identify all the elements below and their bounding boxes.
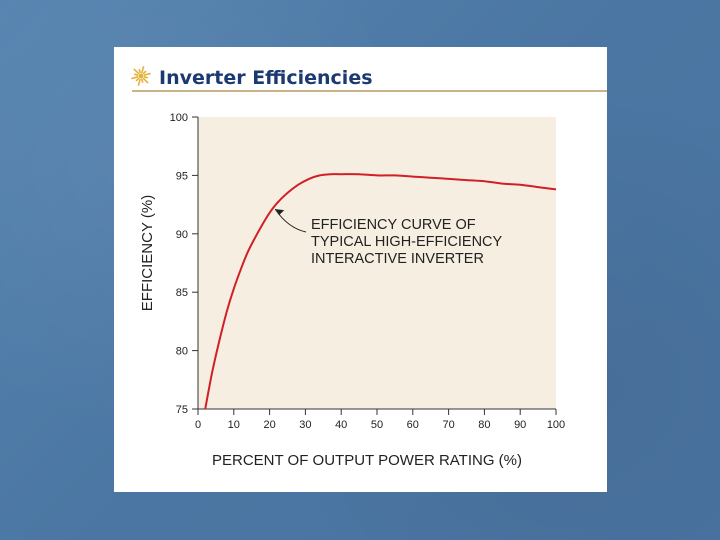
efficiency-chart: Inverter Efficiencies 75 80 85 90 95 100 0 10 20…: [131, 66, 607, 469]
sunburst-ray: [141, 78, 144, 83]
sunburst-ray: [133, 68, 140, 75]
annotation-pointer: [274, 208, 307, 233]
sunburst-ray: [135, 77, 140, 82]
x-tick-label: 0: [195, 419, 201, 431]
sunburst-ray: [142, 70, 147, 75]
sunburst-icon: [131, 66, 151, 86]
annotation-line-1: EFFICIENCY CURVE OF: [311, 217, 476, 233]
sunburst-ray: [131, 76, 139, 80]
sunburst-ray: [134, 73, 139, 76]
chart-title: Inverter Efficiencies: [159, 67, 373, 89]
x-tick-label: 10: [228, 419, 240, 431]
sunburst-ray: [141, 66, 145, 74]
plot-background: [198, 117, 556, 409]
y-tick-label: 85: [176, 287, 188, 299]
x-tick-label: 50: [371, 419, 383, 431]
sunburst-ray: [143, 76, 148, 79]
sunburst-ray: [138, 69, 141, 74]
y-tick-label: 80: [176, 346, 188, 358]
sunburst-center: [138, 73, 144, 79]
x-tick-label: 80: [478, 419, 490, 431]
x-tick-label: 40: [335, 419, 347, 431]
x-tick-label: 70: [442, 419, 454, 431]
y-tick-label: 75: [176, 404, 188, 416]
efficiency-curve: [204, 173, 557, 410]
sunburst-ray: [142, 77, 149, 84]
y-tick-label: 100: [170, 112, 188, 124]
annotation-line-3: INTERACTIVE INVERTER: [311, 251, 484, 267]
x-tick-label: 90: [514, 419, 526, 431]
y-tick-label: 90: [176, 229, 188, 241]
annotation-line-2: TYPICAL HIGH-EFFICIENCY: [311, 234, 503, 250]
ticks: 75 80 85 90 95 100 0 10 20 30 40 50 60 70 80 90 100: [170, 112, 566, 431]
x-tick-label: 60: [407, 419, 419, 431]
sunburst-ray: [137, 78, 141, 86]
y-tick-label: 95: [176, 170, 188, 182]
y-axis-label: EFFICIENCY (%): [139, 195, 156, 311]
x-tick-label: 20: [263, 419, 275, 431]
pointer-arrowhead: [275, 209, 285, 216]
slide-panel: Inverter Efficiencies 75 80 85 90 95 100 0 10 20…: [114, 47, 607, 492]
x-axis-label: PERCENT OF OUTPUT POWER RATING (%): [212, 452, 522, 469]
x-tick-label: 100: [547, 419, 565, 431]
sunburst-ray: [143, 72, 151, 76]
x-tick-label: 30: [299, 419, 311, 431]
